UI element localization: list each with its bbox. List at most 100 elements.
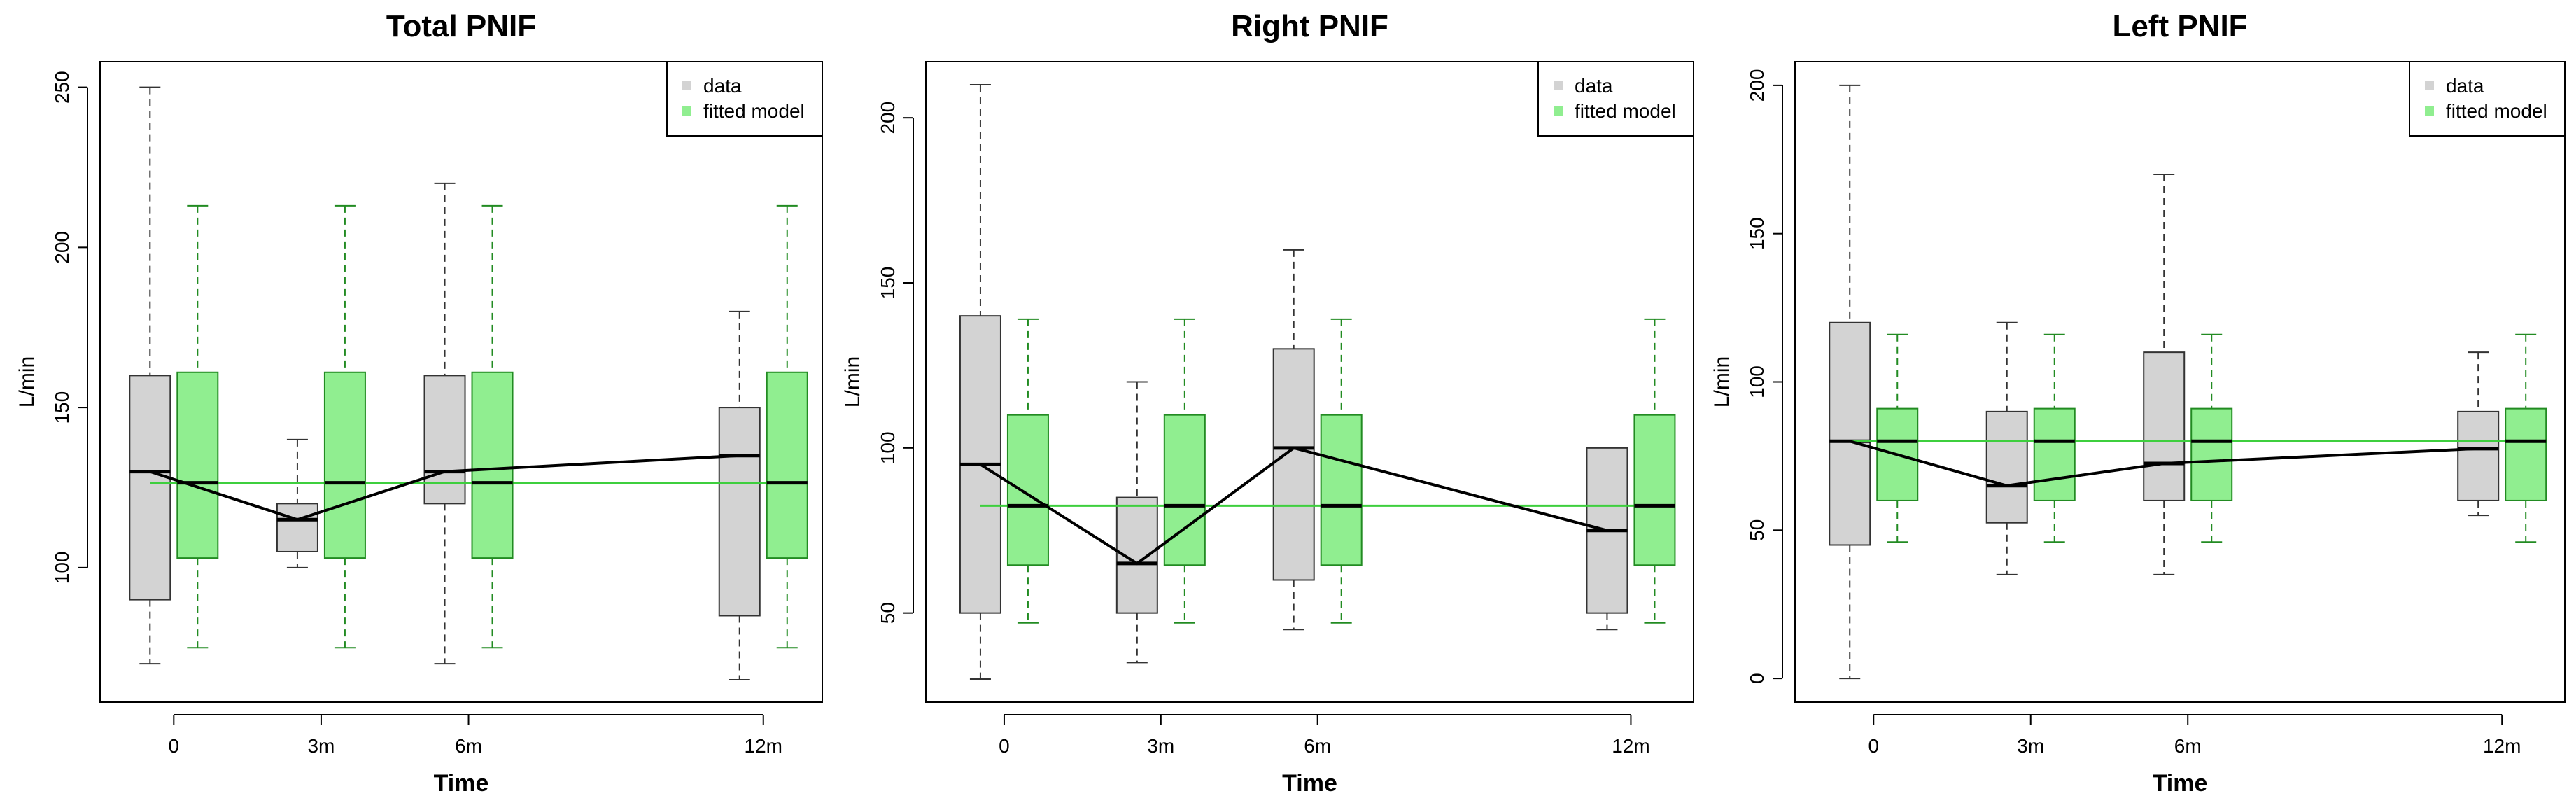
data-box-3m (1115, 381, 1158, 664)
box-iqr (2190, 407, 2233, 501)
legend-data-swatch (2425, 81, 2434, 90)
chart-title: Total PNIF (386, 9, 536, 43)
data-box-12m (1586, 447, 1628, 631)
x-tick-label: 12m (745, 735, 782, 757)
legend-model-swatch (1554, 106, 1563, 116)
data-box-12m (2457, 351, 2500, 517)
box-iqr (718, 407, 761, 617)
data-box-6m (2143, 173, 2186, 575)
x-tick-label: 0 (169, 735, 180, 757)
legend-model-label: fitted model (2446, 100, 2547, 122)
model-box-12m (1633, 318, 1676, 624)
legend-frame (2409, 61, 2566, 137)
model-box-3m (2033, 333, 2076, 543)
y-tick-label: 50 (1746, 519, 1768, 541)
chart-title: Left PNIF (2112, 9, 2247, 43)
box-iqr (2143, 351, 2186, 501)
x-tick-label: 6m (1304, 735, 1331, 757)
model-box-3m (323, 204, 366, 649)
model-box-3m (1163, 318, 1206, 624)
chart-1: Total PNIF Time L/min 100 150 200 250 0 3m 6m 12m d… (15, 9, 823, 797)
x-tick-label: 12m (2483, 735, 2521, 757)
model-box-6m (471, 204, 514, 649)
box-iqr (323, 371, 366, 559)
box-iqr (471, 371, 514, 559)
data-box-0 (129, 86, 171, 665)
y-tick-label: 200 (1746, 69, 1768, 102)
x-tick-label: 3m (1147, 735, 1174, 757)
legend-model-label: fitted model (1575, 100, 1676, 122)
plot-frame (925, 61, 1694, 703)
box-iqr (2457, 410, 2500, 501)
legend-data-label: data (2446, 75, 2484, 97)
data-box-6m (423, 182, 466, 665)
box-iqr (423, 375, 466, 505)
box-iqr (1633, 414, 1676, 566)
legend-data-label: data (1575, 75, 1613, 97)
data-box-0 (1829, 84, 1871, 680)
y-tick-label: 100 (877, 431, 899, 464)
x-tick-label: 3m (2017, 735, 2044, 757)
y-axis-label: L/min (841, 356, 864, 407)
y-tick-label: 150 (877, 267, 899, 300)
x-axis-label: Time (2153, 770, 2208, 797)
model-box-0 (1876, 333, 1919, 543)
data-box-3m (276, 438, 318, 568)
y-axis-label: L/min (1710, 356, 1733, 407)
box-iqr (1829, 321, 1871, 546)
legend: data fitted model (666, 61, 823, 137)
legend-data-label: data (703, 75, 742, 97)
chart-title: Right PNIF (1231, 9, 1388, 43)
legend: data fitted model (1537, 61, 1694, 137)
y-tick-label: 150 (51, 391, 73, 424)
box-iqr (1272, 348, 1315, 581)
plot-frame (1794, 61, 2566, 703)
data-median-line (979, 446, 1607, 566)
box-iqr (176, 371, 219, 559)
box-iqr (766, 371, 808, 559)
box-iqr (2033, 407, 2076, 501)
data-box-6m (1272, 249, 1315, 631)
x-tick-label: 12m (1612, 735, 1649, 757)
legend-model-swatch (682, 106, 691, 116)
chart-2: Right PNIF Time L/min 50 100 150 200 0 3m 6m 12m da… (841, 9, 1694, 797)
legend: data fitted model (2409, 61, 2566, 137)
model-box-6m (1320, 318, 1363, 624)
data-median-line (1849, 440, 2479, 487)
y-tick-label: 150 (1746, 217, 1768, 250)
model-box-0 (176, 204, 219, 649)
legend-data-swatch (1554, 81, 1563, 90)
chart-3: Left PNIF Time L/min 0 50 100 150 200 0 3m 6m 12m da… (1710, 9, 2566, 797)
model-box-6m (2190, 333, 2233, 543)
model-box-12m (2505, 333, 2547, 543)
legend-frame (666, 61, 823, 137)
data-box-12m (718, 310, 761, 680)
box-iqr (1985, 410, 2028, 524)
box-iqr (2505, 407, 2547, 501)
y-tick-label: 50 (877, 602, 899, 624)
x-tick-label: 6m (455, 735, 482, 757)
plot-frame (99, 61, 823, 703)
model-box-0 (1006, 318, 1049, 624)
y-tick-label: 250 (51, 71, 73, 104)
y-axis-label: L/min (15, 356, 38, 407)
x-tick-label: 3m (307, 735, 335, 757)
legend-model-swatch (2425, 106, 2434, 116)
y-tick-label: 200 (51, 231, 73, 264)
x-tick-label: 6m (2174, 735, 2202, 757)
box-iqr (276, 503, 318, 552)
box-iqr (1320, 414, 1363, 566)
y-tick-label: 0 (1746, 673, 1768, 684)
x-axis-label: Time (1282, 770, 1337, 797)
legend-data-swatch (682, 81, 691, 90)
y-tick-label: 200 (877, 102, 899, 134)
box-iqr (1163, 414, 1206, 566)
box-iqr (129, 375, 171, 601)
box-iqr (1006, 414, 1049, 566)
data-box-3m (1985, 321, 2028, 575)
y-tick-label: 100 (1746, 365, 1768, 398)
legend-frame (1537, 61, 1694, 137)
model-box-12m (766, 204, 808, 649)
x-tick-label: 0 (1868, 735, 1879, 757)
